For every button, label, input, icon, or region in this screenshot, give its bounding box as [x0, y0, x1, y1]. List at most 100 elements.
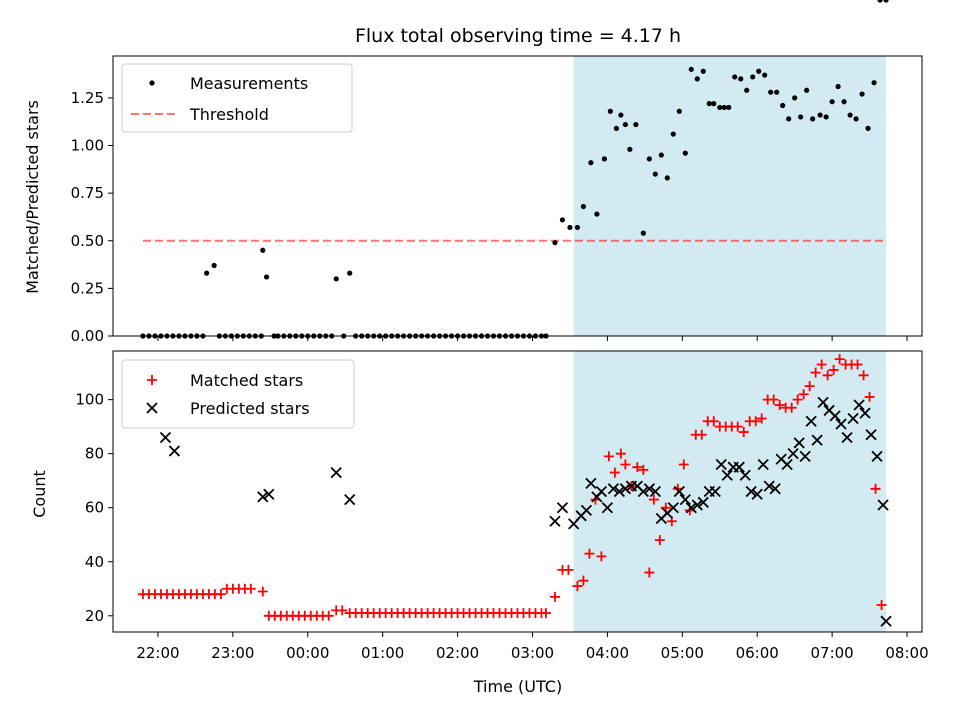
legend-matched-marker [147, 375, 157, 385]
measurement-point [664, 175, 670, 181]
axes-frame [112, 55, 923, 337]
matched-star-point [810, 367, 821, 378]
measurement-point [774, 89, 780, 95]
measurement-point [347, 270, 353, 276]
y-tick-label: 1.25 [71, 89, 104, 107]
y-tick-label: 80 [85, 445, 104, 463]
measurement-point [588, 160, 594, 166]
matched-star-point [540, 608, 551, 619]
measurement-point [841, 99, 847, 105]
matched-star-point [323, 610, 334, 621]
measurement-point [670, 131, 676, 137]
x-tick-label: 22:00 [136, 644, 179, 662]
y-tick-label: 0.50 [71, 232, 104, 250]
measurement-point [871, 80, 877, 86]
predicted-star-point [841, 431, 853, 444]
predicted-star-point [865, 429, 877, 441]
matched-star-point [822, 370, 833, 381]
matched-star-point [816, 359, 827, 370]
predicted-star-point [793, 437, 805, 449]
matched-star-point [337, 605, 348, 616]
highlight-span [573, 351, 887, 632]
measurement-point [204, 270, 210, 276]
measurement-point [721, 104, 727, 111]
matched-star-point [792, 394, 803, 405]
measurement-point [756, 68, 762, 74]
measurement-point [658, 152, 664, 158]
measurement-point [607, 108, 613, 114]
predicted-star-point [168, 445, 181, 457]
measurement-point [738, 76, 744, 82]
matched-star-point [768, 394, 779, 405]
predicted-star-point [805, 415, 817, 427]
matched-star-point [732, 421, 743, 432]
matched-star-point [870, 483, 881, 494]
y-tick-label: 40 [85, 553, 104, 571]
matched-star-point [648, 494, 659, 505]
matched-star-point [774, 400, 785, 411]
measurement-point [829, 99, 835, 105]
y-tick-label: 100 [75, 391, 104, 409]
measurement-point [865, 125, 871, 131]
matched-star-point [644, 567, 655, 578]
highlight-span [573, 56, 887, 336]
predicted-star-point [835, 418, 847, 430]
matched-star-point [257, 586, 268, 597]
matched-star-point [549, 591, 560, 602]
predicted-star-point [556, 502, 569, 514]
measurement-point [835, 83, 841, 90]
predicted-star-point [781, 458, 793, 471]
predicted-star-point [880, 615, 892, 627]
matched-star-point [798, 389, 809, 400]
predicted-star-point [757, 458, 769, 471]
measurement-point [859, 91, 865, 97]
predicted-star-point [595, 485, 608, 498]
measurement-point [706, 101, 712, 107]
x-tick-label: 03:00 [511, 644, 554, 662]
matched-star-point [632, 462, 643, 473]
predicted-star-point [607, 483, 620, 495]
predicted-star-point [613, 485, 626, 498]
matched-star-point [696, 429, 707, 440]
predicted-star-point [673, 485, 685, 498]
measurement-point [717, 104, 723, 111]
measurement-point [877, 0, 883, 3]
predicted-star-point [721, 469, 733, 481]
legend-box [121, 359, 355, 429]
matched-star-point [756, 413, 767, 424]
predicted-star-point [811, 434, 823, 446]
matched-star-point [708, 416, 719, 427]
x-tick-label: 06:00 [736, 644, 779, 662]
predicted-star-point [697, 496, 709, 508]
predicted-star-point [853, 399, 865, 411]
measurement-point [694, 76, 700, 82]
legend-measurement-marker [149, 80, 155, 86]
x-tick-label: 04:00 [586, 644, 629, 662]
matched-star-point [563, 564, 574, 575]
x-tick-label: 02:00 [436, 644, 479, 662]
measurement-point [676, 108, 682, 114]
measurement-point [780, 102, 786, 109]
x-tick-label: 00:00 [286, 644, 329, 662]
legend-threshold-label: Threshold [189, 105, 269, 124]
x-tick-label: 23:00 [211, 644, 254, 662]
y-tick-label: 60 [85, 499, 104, 517]
measurement-point [559, 217, 566, 223]
matched-star-point [572, 581, 583, 592]
predicted-star-point [549, 515, 561, 527]
measurement-point [810, 116, 816, 122]
predicted-star-point [257, 491, 269, 503]
measurement-point [726, 104, 732, 111]
measurement-point [732, 74, 738, 80]
measurement-point [786, 116, 792, 122]
measurement-point [682, 150, 688, 156]
predicted-star-point [691, 499, 703, 511]
matched-star-point [578, 575, 589, 586]
measurement-point [646, 156, 652, 162]
matched-star-point [615, 448, 626, 459]
measurement-point [792, 95, 798, 101]
matched-star-point [609, 467, 620, 478]
predicted-star-point [263, 488, 275, 500]
matched-star-point [654, 535, 665, 546]
matched-star-point [638, 464, 649, 475]
